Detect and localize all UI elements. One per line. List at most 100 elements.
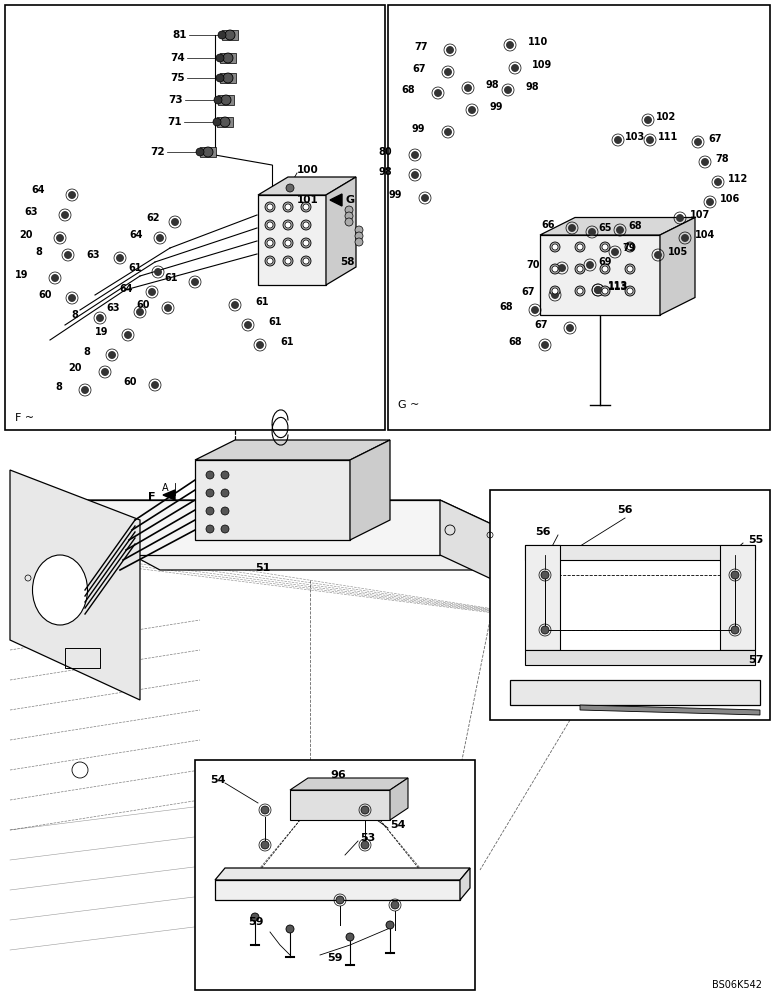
Circle shape xyxy=(285,240,291,246)
Text: 60: 60 xyxy=(124,377,137,387)
Circle shape xyxy=(552,266,558,272)
Text: 62: 62 xyxy=(147,213,160,223)
Text: 75: 75 xyxy=(171,73,185,83)
Circle shape xyxy=(223,53,233,63)
Text: 104: 104 xyxy=(695,230,715,240)
Circle shape xyxy=(206,525,214,533)
Circle shape xyxy=(214,96,222,104)
Circle shape xyxy=(65,251,72,258)
Text: 61: 61 xyxy=(280,337,293,347)
Text: 99: 99 xyxy=(411,124,425,134)
Circle shape xyxy=(594,286,601,294)
Circle shape xyxy=(221,471,229,479)
Text: 19: 19 xyxy=(15,270,28,280)
Polygon shape xyxy=(30,500,440,555)
Bar xyxy=(388,5,770,430)
Circle shape xyxy=(625,286,635,296)
Circle shape xyxy=(506,41,513,48)
Text: 67: 67 xyxy=(522,287,535,297)
Circle shape xyxy=(303,222,309,228)
Circle shape xyxy=(676,215,683,222)
Circle shape xyxy=(206,471,214,479)
Circle shape xyxy=(504,87,512,94)
Circle shape xyxy=(551,292,558,298)
Circle shape xyxy=(541,571,549,579)
Circle shape xyxy=(232,302,239,308)
Text: 55: 55 xyxy=(748,535,764,545)
Circle shape xyxy=(567,324,574,332)
Text: 19: 19 xyxy=(94,327,108,337)
Circle shape xyxy=(469,106,476,113)
Text: 71: 71 xyxy=(168,117,182,127)
Circle shape xyxy=(154,268,161,275)
Circle shape xyxy=(655,251,662,258)
Circle shape xyxy=(577,244,583,250)
Text: G: G xyxy=(345,195,354,205)
Circle shape xyxy=(265,256,275,266)
Text: 58: 58 xyxy=(340,257,354,267)
Circle shape xyxy=(148,288,155,296)
Text: 107: 107 xyxy=(690,210,710,220)
Bar xyxy=(220,73,236,83)
Circle shape xyxy=(422,194,428,202)
Text: G ~: G ~ xyxy=(398,400,419,410)
Circle shape xyxy=(587,261,594,268)
Circle shape xyxy=(52,274,59,282)
Circle shape xyxy=(558,264,566,271)
Circle shape xyxy=(645,116,652,123)
Text: 8: 8 xyxy=(35,247,42,257)
Bar xyxy=(490,490,770,720)
Circle shape xyxy=(283,220,293,230)
Text: 99: 99 xyxy=(490,102,503,112)
Text: 57: 57 xyxy=(748,655,764,665)
Circle shape xyxy=(285,222,291,228)
Text: 60: 60 xyxy=(39,290,52,300)
Text: 109: 109 xyxy=(532,60,552,70)
Circle shape xyxy=(615,136,621,143)
Text: 99: 99 xyxy=(388,190,402,200)
Bar xyxy=(5,5,385,430)
Circle shape xyxy=(62,212,69,219)
Polygon shape xyxy=(525,545,755,560)
Circle shape xyxy=(216,74,224,82)
Ellipse shape xyxy=(32,555,87,625)
Circle shape xyxy=(137,308,144,316)
Text: 98: 98 xyxy=(378,167,392,177)
Text: 61: 61 xyxy=(268,317,282,327)
Circle shape xyxy=(213,118,221,126)
Circle shape xyxy=(301,202,311,212)
Text: 81: 81 xyxy=(172,30,187,40)
Text: 8: 8 xyxy=(71,310,78,320)
Text: 64: 64 xyxy=(130,230,143,240)
Text: 20: 20 xyxy=(69,363,82,373)
Circle shape xyxy=(267,240,273,246)
Circle shape xyxy=(411,151,418,158)
Circle shape xyxy=(611,248,618,255)
Text: F: F xyxy=(148,492,155,502)
Circle shape xyxy=(283,202,293,212)
Circle shape xyxy=(445,68,452,76)
Circle shape xyxy=(646,136,654,143)
Polygon shape xyxy=(258,177,356,195)
Text: 106: 106 xyxy=(720,194,740,204)
Text: 73: 73 xyxy=(168,95,183,105)
Circle shape xyxy=(56,234,63,241)
Circle shape xyxy=(575,286,585,296)
Text: 105: 105 xyxy=(668,247,689,257)
Circle shape xyxy=(361,841,369,849)
Text: 51: 51 xyxy=(255,563,270,573)
Circle shape xyxy=(283,238,293,248)
Polygon shape xyxy=(440,500,590,625)
Polygon shape xyxy=(326,177,356,285)
Circle shape xyxy=(225,30,235,40)
Circle shape xyxy=(303,204,309,210)
Circle shape xyxy=(267,258,273,264)
Circle shape xyxy=(117,254,124,261)
Text: 65: 65 xyxy=(598,223,611,233)
Circle shape xyxy=(301,238,311,248)
Circle shape xyxy=(600,242,610,252)
Text: 68: 68 xyxy=(499,302,513,312)
Circle shape xyxy=(265,238,275,248)
Text: 64: 64 xyxy=(32,185,45,195)
Text: 68: 68 xyxy=(628,221,642,231)
